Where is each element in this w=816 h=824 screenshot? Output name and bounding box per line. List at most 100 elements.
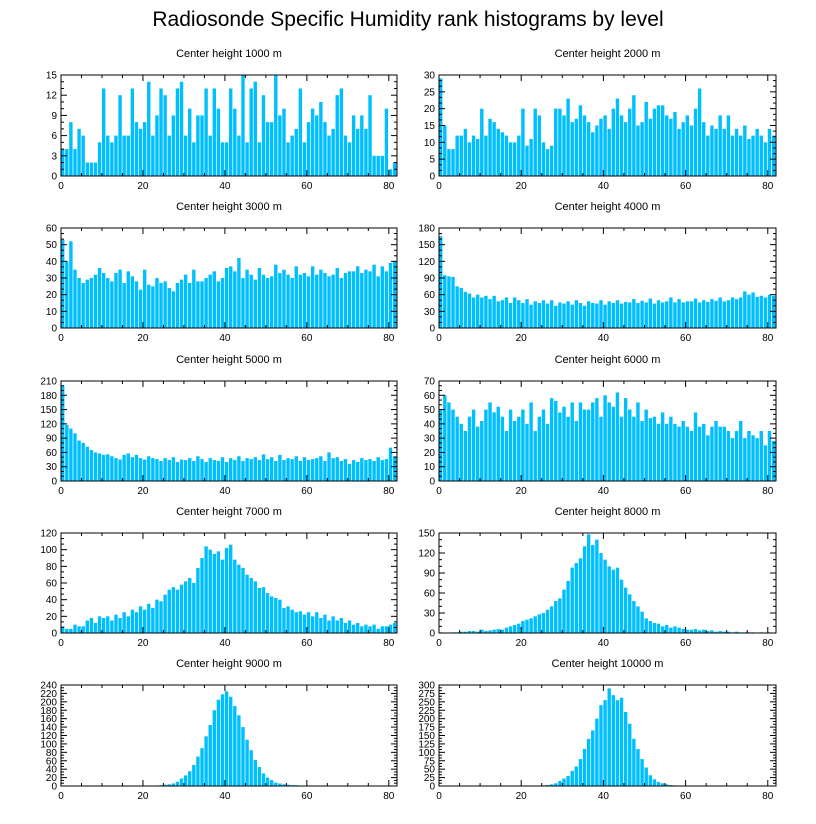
panel-title: Center height 2000 m xyxy=(555,48,661,60)
histogram-bar xyxy=(73,149,77,176)
histogram-bar xyxy=(216,699,221,786)
histogram-bar xyxy=(669,627,673,633)
histogram-bar xyxy=(89,450,94,481)
histogram-bar xyxy=(697,88,702,176)
histogram-bar xyxy=(106,135,110,176)
histogram-bar xyxy=(693,412,698,481)
y-tick-label: 150 xyxy=(418,529,435,540)
y-tick-label: 180 xyxy=(40,706,57,717)
histogram-bar xyxy=(644,767,648,786)
histogram-bar xyxy=(200,115,204,176)
histogram-bar xyxy=(541,142,546,176)
histogram-bar xyxy=(656,300,661,328)
histogram-bar xyxy=(183,135,188,176)
histogram-bar xyxy=(693,108,698,176)
histogram-bar xyxy=(730,297,735,328)
histogram-bar xyxy=(685,301,689,328)
histogram-bar xyxy=(554,601,558,633)
histogram-bar xyxy=(492,295,496,328)
histogram-bar xyxy=(298,88,303,176)
histogram-bar xyxy=(212,460,217,481)
histogram-bar xyxy=(582,409,587,481)
histogram-panel-10: 0 20 40 60 80 0255075100125150175200225250275… xyxy=(418,658,777,802)
histogram-bar xyxy=(545,149,550,176)
histogram-bar xyxy=(480,421,484,481)
histogram-bar xyxy=(558,412,562,481)
x-tick-label: 0 xyxy=(436,791,442,802)
histogram-bar xyxy=(652,623,657,633)
histogram-bar xyxy=(208,135,212,176)
histogram-bar xyxy=(447,276,451,328)
y-tick-label: 0 xyxy=(429,172,435,183)
histogram-bar xyxy=(471,409,476,481)
histogram-bar xyxy=(171,783,176,786)
histogram-bar xyxy=(101,454,106,481)
histogram-bar xyxy=(459,631,463,633)
histogram-bar xyxy=(171,457,176,481)
histogram-bar xyxy=(335,95,339,176)
histogram-bar xyxy=(216,108,221,176)
x-tick-label: 20 xyxy=(137,486,149,497)
histogram-bar xyxy=(237,258,241,328)
histogram-bar xyxy=(734,299,739,328)
histogram-bar xyxy=(220,694,225,786)
histogram-bar xyxy=(192,461,196,481)
histogram-bar xyxy=(323,614,327,633)
histogram-bar xyxy=(619,697,624,786)
histogram-bar xyxy=(315,612,319,633)
histogram-bar xyxy=(697,630,702,633)
y-tick-label: 160 xyxy=(40,714,57,725)
histogram-bar xyxy=(368,95,372,176)
histogram-bar xyxy=(689,301,694,328)
histogram-bar xyxy=(566,98,570,176)
x-tick-label: 0 xyxy=(58,638,64,649)
histogram-bar xyxy=(175,461,180,481)
histogram-bar xyxy=(722,631,726,633)
histogram-bar xyxy=(632,299,636,328)
histogram-panel-8: 0 20 40 60 80 0 30 60 90 120 150 Center height 8000… xyxy=(418,506,777,649)
histogram-bar xyxy=(388,624,393,633)
histogram-bar xyxy=(220,142,225,176)
histogram-bar xyxy=(628,723,632,786)
histogram-bar xyxy=(504,627,509,633)
histogram-bar xyxy=(241,75,245,176)
histogram-bar xyxy=(380,266,385,328)
histogram-bar xyxy=(204,278,208,328)
histogram-bar xyxy=(562,115,566,176)
histogram-bar xyxy=(615,700,620,786)
histogram-bar xyxy=(282,608,286,633)
x-tick-label: 0 xyxy=(58,333,64,344)
histogram-bar xyxy=(323,122,327,176)
histogram-bar xyxy=(110,456,114,481)
histogram-bar xyxy=(488,118,492,176)
plot-frame xyxy=(60,74,398,177)
histogram-bar xyxy=(302,614,307,633)
histogram-bar xyxy=(265,777,270,786)
histogram-bar xyxy=(603,115,607,176)
y-tick-label: 10 xyxy=(46,307,58,318)
histogram-bar xyxy=(632,416,636,481)
y-tick-label: 15 xyxy=(46,71,58,82)
y-tick-label: 225 xyxy=(418,706,435,717)
y-tick-label: 100 xyxy=(40,545,57,556)
histogram-bar xyxy=(599,300,603,328)
histogram-bar xyxy=(306,276,311,328)
histogram-bar xyxy=(356,461,360,481)
histogram-bar xyxy=(351,115,356,176)
histogram-bar xyxy=(347,271,352,328)
histogram-bar xyxy=(261,454,266,481)
histogram-bar xyxy=(212,271,217,328)
histogram-bar xyxy=(533,108,537,176)
histogram-bar xyxy=(685,115,689,176)
y-tick-label: 120 xyxy=(418,549,435,560)
histogram-bar xyxy=(85,279,89,328)
histogram-bar xyxy=(319,101,323,176)
histogram-bar xyxy=(463,291,468,328)
histogram-bar xyxy=(739,421,743,481)
histogram-bar xyxy=(192,583,196,633)
histogram-bar xyxy=(290,609,294,633)
histogram-bar xyxy=(171,291,176,328)
histogram-bar xyxy=(718,297,722,328)
histogram-bar xyxy=(89,162,94,176)
histogram-bar xyxy=(689,431,694,481)
